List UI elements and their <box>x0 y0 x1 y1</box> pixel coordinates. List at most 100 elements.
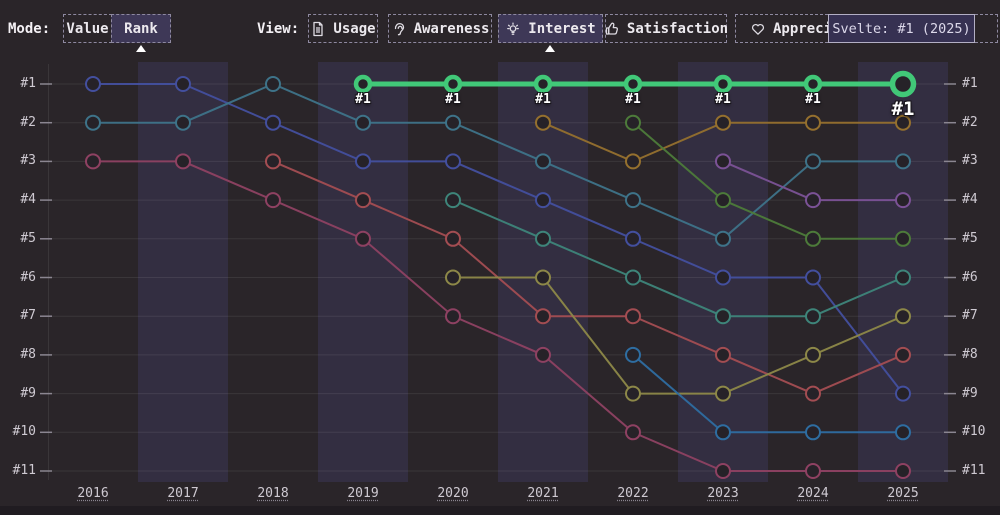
data-point-series-indigo-2021[interactable] <box>535 192 551 209</box>
data-point-series-red-2022[interactable] <box>625 308 641 325</box>
data-point-series-olive-2024[interactable] <box>805 346 821 363</box>
view-awareness-label: Awareness <box>413 20 490 37</box>
data-point-series-red-2018[interactable] <box>265 153 281 170</box>
data-point-series-green-2023[interactable] <box>715 192 731 209</box>
data-point-series-green-2022[interactable] <box>625 114 641 131</box>
data-point-series-teal-2019[interactable] <box>355 114 371 131</box>
data-point-series-amber-2025[interactable] <box>895 114 911 131</box>
data-point-series-rose-2019[interactable] <box>355 230 371 247</box>
data-point-series-red-2023[interactable] <box>715 346 731 363</box>
data-point-series-rose-2024[interactable] <box>805 463 821 479</box>
data-point-series-indigo-2020[interactable] <box>445 153 461 170</box>
data-point-series-red-2024[interactable] <box>805 385 821 402</box>
data-point-series-indigo-2024[interactable] <box>805 269 821 286</box>
data-point-series-green-2024[interactable] <box>805 230 821 247</box>
data-point-series-seagreen-2023[interactable] <box>715 308 731 325</box>
data-point-series-purple-2023[interactable] <box>715 153 731 170</box>
data-point-series-indigo-2018[interactable] <box>265 114 281 131</box>
data-point-series-rose-2017[interactable] <box>175 153 191 170</box>
mode-button-value[interactable]: Value <box>63 14 112 43</box>
view-button-satisfaction[interactable]: Satisfaction <box>604 14 729 43</box>
data-point-series-olive-2022[interactable] <box>625 385 641 402</box>
series-line-series-rose[interactable] <box>93 160 903 472</box>
mode-button-rank[interactable]: Rank <box>111 14 171 43</box>
data-point-series-rose-2018[interactable] <box>265 192 281 209</box>
data-point-series-olive-2020[interactable] <box>445 269 461 286</box>
column-band-2019 <box>318 62 408 482</box>
data-point-series-blue-2023[interactable] <box>715 424 731 441</box>
data-point-series-teal-2024[interactable] <box>805 153 821 170</box>
series-line-series-green[interactable] <box>632 121 903 240</box>
thumbs-up-icon <box>604 21 620 37</box>
data-point-series-rose-2021[interactable] <box>535 346 551 363</box>
data-point-svelte-2022[interactable] <box>623 74 643 94</box>
data-point-series-red-2021[interactable] <box>535 308 551 325</box>
data-point-series-indigo-2025[interactable] <box>895 385 911 402</box>
series-line-series-blue[interactable] <box>632 354 903 434</box>
data-point-series-red-2019[interactable] <box>355 192 371 209</box>
data-point-series-teal-2016[interactable] <box>85 114 101 131</box>
data-point-series-red-2025[interactable] <box>895 346 911 363</box>
data-point-series-purple-2024[interactable] <box>805 192 821 209</box>
data-point-series-teal-2021[interactable] <box>535 153 551 170</box>
data-point-series-blue-2022[interactable] <box>625 346 641 363</box>
data-point-svelte-2025[interactable] <box>889 70 917 98</box>
view-button-interest[interactable]: Interest <box>498 14 603 43</box>
data-point-series-green-2025[interactable] <box>895 230 911 247</box>
view-satisfaction-label: Satisfaction <box>626 20 729 37</box>
data-point-series-rose-2020[interactable] <box>445 308 461 325</box>
data-point-series-purple-2025[interactable] <box>895 192 911 209</box>
column-band-2017 <box>138 62 228 482</box>
document-icon <box>310 21 326 37</box>
mode-rank-label: Rank <box>124 20 158 37</box>
data-point-series-olive-2021[interactable] <box>535 269 551 286</box>
view-label: View: <box>257 21 300 37</box>
data-point-series-teal-2022[interactable] <box>625 192 641 209</box>
data-point-svelte-2024[interactable] <box>803 74 823 94</box>
data-point-series-rose-2023[interactable] <box>715 463 731 479</box>
data-point-series-olive-2023[interactable] <box>715 385 731 402</box>
view-button-awareness[interactable]: Awareness <box>388 14 492 43</box>
data-point-series-indigo-2019[interactable] <box>355 153 371 170</box>
data-point-svelte-2021[interactable] <box>533 74 553 94</box>
data-point-series-seagreen-2020[interactable] <box>445 192 461 209</box>
tooltip-text: Svelte: #1 (2025) <box>832 20 971 37</box>
data-point-series-rose-2022[interactable] <box>625 424 641 441</box>
data-point-series-seagreen-2021[interactable] <box>535 230 551 247</box>
series-line-series-red[interactable] <box>272 160 904 395</box>
data-point-series-teal-2025[interactable] <box>895 153 911 170</box>
data-point-series-blue-2025[interactable] <box>895 424 911 441</box>
data-point-series-amber-2021[interactable] <box>535 114 551 131</box>
data-point-series-olive-2025[interactable] <box>895 308 911 325</box>
data-point-series-teal-2023[interactable] <box>715 230 731 247</box>
data-point-series-seagreen-2024[interactable] <box>805 308 821 325</box>
data-point-series-rose-2016[interactable] <box>85 153 101 170</box>
data-point-series-seagreen-2022[interactable] <box>625 269 641 286</box>
data-point-series-indigo-2016[interactable] <box>85 76 101 92</box>
data-point-svelte-2023[interactable] <box>713 74 733 94</box>
data-point-series-indigo-2023[interactable] <box>715 269 731 286</box>
data-point-svelte-2019[interactable] <box>353 74 373 94</box>
data-point-series-red-2020[interactable] <box>445 230 461 247</box>
selected-view-caret-icon <box>545 45 555 52</box>
view-button-usage[interactable]: Usage <box>308 14 378 43</box>
data-point-series-teal-2017[interactable] <box>175 114 191 131</box>
data-point-series-amber-2024[interactable] <box>805 114 821 131</box>
data-point-series-blue-2024[interactable] <box>805 424 821 441</box>
bottom-strip <box>0 506 1000 515</box>
data-point-series-teal-2018[interactable] <box>265 76 281 92</box>
data-point-series-teal-2020[interactable] <box>445 114 461 131</box>
data-point-series-indigo-2022[interactable] <box>625 230 641 247</box>
series-line-series-teal[interactable] <box>93 82 903 240</box>
hover-tooltip: Svelte: #1 (2025) <box>828 14 975 43</box>
series-line-series-seagreen[interactable] <box>452 199 904 318</box>
data-point-svelte-2020[interactable] <box>443 74 463 94</box>
data-point-series-amber-2023[interactable] <box>715 114 731 131</box>
data-point-series-seagreen-2025[interactable] <box>895 269 911 286</box>
data-point-series-amber-2022[interactable] <box>625 153 641 170</box>
data-point-series-rose-2025[interactable] <box>895 463 911 479</box>
data-point-series-indigo-2017[interactable] <box>175 76 191 92</box>
lightbulb-icon <box>505 21 521 37</box>
